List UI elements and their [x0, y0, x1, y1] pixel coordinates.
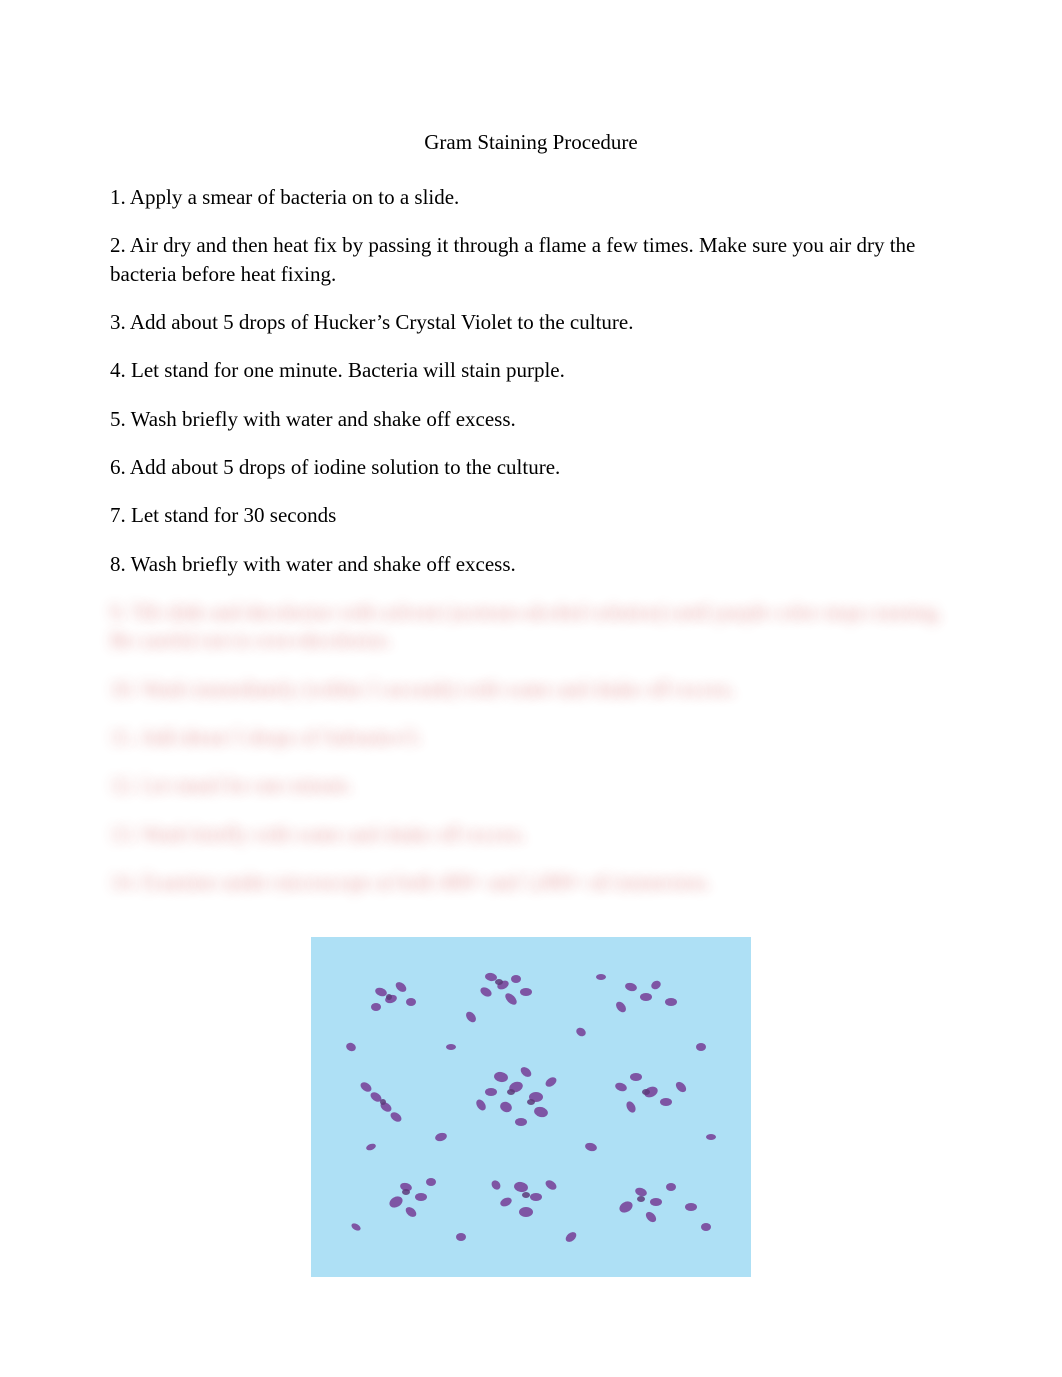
step-10-blurred: 10. Wash immediately (within 5 seconds) …: [110, 675, 952, 703]
step-12-blurred: 12. Let stand for one minute.: [110, 771, 952, 799]
bacteria-illustration: [311, 937, 751, 1277]
document-title: Gram Staining Procedure: [260, 130, 802, 155]
step-13-blurred: 13. Wash briefly with water and shake of…: [110, 820, 952, 848]
step-11-blurred: 11. Add about 5 drops of Safranin-O.: [110, 723, 952, 751]
step-4: 4. Let stand for one minute. Bacteria wi…: [110, 356, 952, 384]
step-7: 7. Let stand for 30 seconds: [110, 501, 952, 529]
step-14-blurred: 14. Examine under microscope at both 400…: [110, 868, 952, 896]
step-2: 2. Air dry and then heat fix by passing …: [110, 231, 952, 288]
step-8: 8. Wash briefly with water and shake off…: [110, 550, 952, 578]
gram-stain-microscope-image: [311, 937, 751, 1277]
step-1: 1. Apply a smear of bacteria on to a sli…: [110, 183, 952, 211]
step-9-blurred: 9. Tilt slide and decolorize with solven…: [110, 598, 952, 655]
step-6: 6. Add about 5 drops of iodine solution …: [110, 453, 952, 481]
image-container: [110, 937, 952, 1277]
step-5: 5. Wash briefly with water and shake off…: [110, 405, 952, 433]
step-3: 3. Add about 5 drops of Hucker’s Crystal…: [110, 308, 952, 336]
